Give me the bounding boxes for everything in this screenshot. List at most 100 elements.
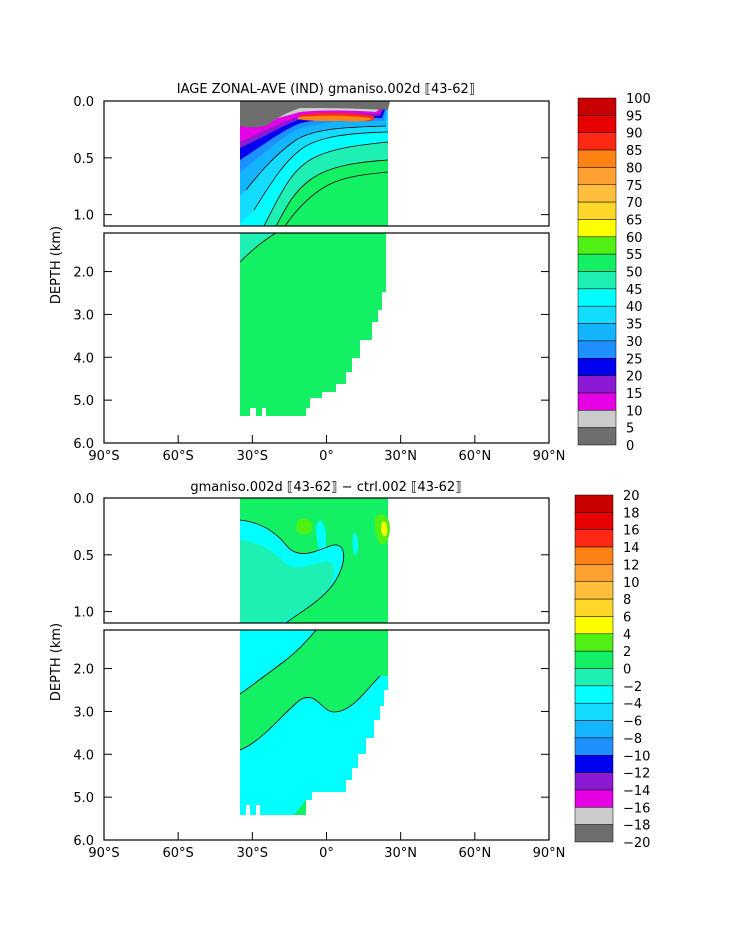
colorbar-label: 45	[626, 283, 643, 298]
y-tick-label: 2.0	[73, 663, 94, 678]
colorbar-label: −2	[623, 680, 642, 695]
age-contour-40	[263, 141, 389, 226]
colorbar-swatch	[577, 375, 617, 394]
colorbar-swatch	[574, 494, 614, 513]
colorbar-swatch	[577, 201, 617, 220]
age-deep-contour-50	[239, 233, 277, 263]
diff-contour-0-deep-a	[239, 630, 317, 695]
colorbar-swatch	[574, 720, 614, 739]
diff-blob-lat-neg22	[296, 518, 313, 535]
age-y-axis-label: DEPTH (km)	[49, 226, 64, 304]
colorbar-label: 100	[626, 92, 651, 107]
colorbar-swatch	[574, 807, 614, 825]
age-axes: 90°S 60°S 30°S 0° 30°N 60°N 90°N 0.0 0.5 1.0 2.0 3.…	[73, 95, 565, 464]
colorbar-label: 40	[626, 300, 643, 315]
colorbar-swatch	[574, 546, 614, 565]
diff-upper-frame	[103, 497, 550, 624]
colorbar-swatch	[574, 789, 614, 808]
colorbar-label: 50	[626, 266, 643, 281]
colorbar-swatch	[577, 305, 617, 324]
diff-y-axis-label: DEPTH (km)	[49, 623, 64, 701]
colorbar-swatch	[577, 167, 617, 185]
colorbar-swatch	[574, 737, 614, 756]
y-tick-label: 0.0	[73, 95, 94, 110]
colorbar-label: 20	[623, 489, 640, 504]
colorbar-swatch	[577, 358, 617, 376]
colorbar-label: 20	[626, 370, 643, 385]
x-tick-label: 90°N	[533, 449, 566, 464]
colorbar-label: 80	[626, 161, 643, 176]
colorbar-swatch	[577, 271, 617, 290]
colorbar-label: 15	[626, 387, 643, 402]
x-tick-label: 30°N	[384, 449, 417, 464]
y-tick-label: 6.0	[73, 834, 94, 849]
diff-bottom-notches	[246, 805, 260, 815]
colorbar-swatch	[577, 323, 617, 342]
colorbar-swatch	[577, 97, 617, 116]
colorbar-swatch	[574, 772, 614, 791]
colorbar-label: 16	[623, 524, 640, 539]
age-contour-30	[245, 125, 387, 191]
x-tick-label: 0°	[319, 846, 334, 861]
colorbar-label: −4	[623, 697, 642, 712]
y-tick-label: 0.0	[73, 492, 94, 507]
y-tick-label: 0.5	[73, 152, 94, 167]
age-contour-50	[284, 171, 389, 226]
x-tick-label: 30°S	[237, 449, 268, 464]
colorbar-swatch	[577, 340, 617, 359]
colorbar-swatch	[574, 633, 614, 652]
y-tick-label: 1.0	[73, 209, 94, 224]
age-deep-region-45-50	[240, 233, 276, 262]
age-contour-35	[253, 131, 389, 211]
colorbar-swatch	[577, 236, 617, 255]
colorbar-label: 85	[626, 144, 643, 159]
age-panel-title: IAGE ZONAL-AVE (IND) gmaniso.002d ⟦43-62…	[177, 82, 475, 97]
colorbar-label: −10	[623, 749, 650, 764]
x-tick-label: 30°N	[384, 846, 417, 861]
colorbar-swatch	[577, 219, 617, 238]
x-tick-label: 60°S	[163, 449, 194, 464]
colorbar-swatch	[577, 132, 617, 151]
colorbar-label: 2	[623, 645, 631, 660]
diff-upper-field	[239, 498, 390, 623]
age-region-mid-surface	[298, 115, 372, 122]
colorbar-label: 6	[623, 610, 631, 625]
y-tick-label: 5.0	[73, 394, 94, 409]
diff-colorbar: 20181614121086420−2−4−6−8−10−12−14−16−18…	[574, 489, 650, 851]
colorbar-label: 0	[623, 663, 631, 678]
diff-blob-lat-12	[352, 532, 359, 556]
x-tick-label: 60°N	[458, 846, 491, 861]
colorbar-label: 8	[623, 593, 631, 608]
colorbar-swatch	[577, 392, 617, 411]
age-region-0-5	[240, 101, 390, 128]
colorbar-swatch	[574, 650, 614, 669]
colorbar-swatch	[574, 564, 614, 583]
colorbar-swatch	[574, 668, 614, 687]
diff-axes: 90°S 60°S 30°S 0° 30°N 60°N 90°N 0.0 0.5 1.0 2.0 3.…	[73, 492, 565, 861]
colorbar-swatch	[574, 824, 614, 843]
colorbar-label: 12	[623, 558, 640, 573]
colorbar-swatch	[574, 755, 614, 773]
age-upper-frame	[103, 100, 550, 227]
colorbar-label: 10	[626, 404, 643, 419]
diff-contour-0-upper	[239, 519, 344, 623]
y-tick-label: 1.0	[73, 606, 94, 621]
colorbar-swatch	[577, 184, 617, 203]
x-tick-label: 60°N	[458, 449, 491, 464]
colorbar-label: −16	[623, 801, 650, 816]
colorbar-swatch	[574, 512, 614, 530]
colorbar-swatch	[574, 702, 614, 721]
colorbar-label: 0	[626, 439, 634, 454]
colorbar-swatch	[574, 685, 614, 704]
x-tick-label: 90°S	[88, 846, 119, 861]
colorbar-swatch	[577, 427, 617, 446]
y-tick-label: 3.0	[73, 705, 94, 720]
colorbar-label: 90	[626, 127, 643, 142]
x-tick-label: 0°	[319, 449, 334, 464]
age-panel: IAGE ZONAL-AVE (IND) gmaniso.002d ⟦43-62…	[49, 82, 651, 464]
age-deep-region-50-55	[240, 233, 386, 416]
colorbar-swatch	[574, 616, 614, 635]
y-tick-label: 2.0	[73, 266, 94, 281]
diff-blob-surface-max	[381, 521, 388, 537]
colorbar-label: 5	[626, 422, 634, 437]
